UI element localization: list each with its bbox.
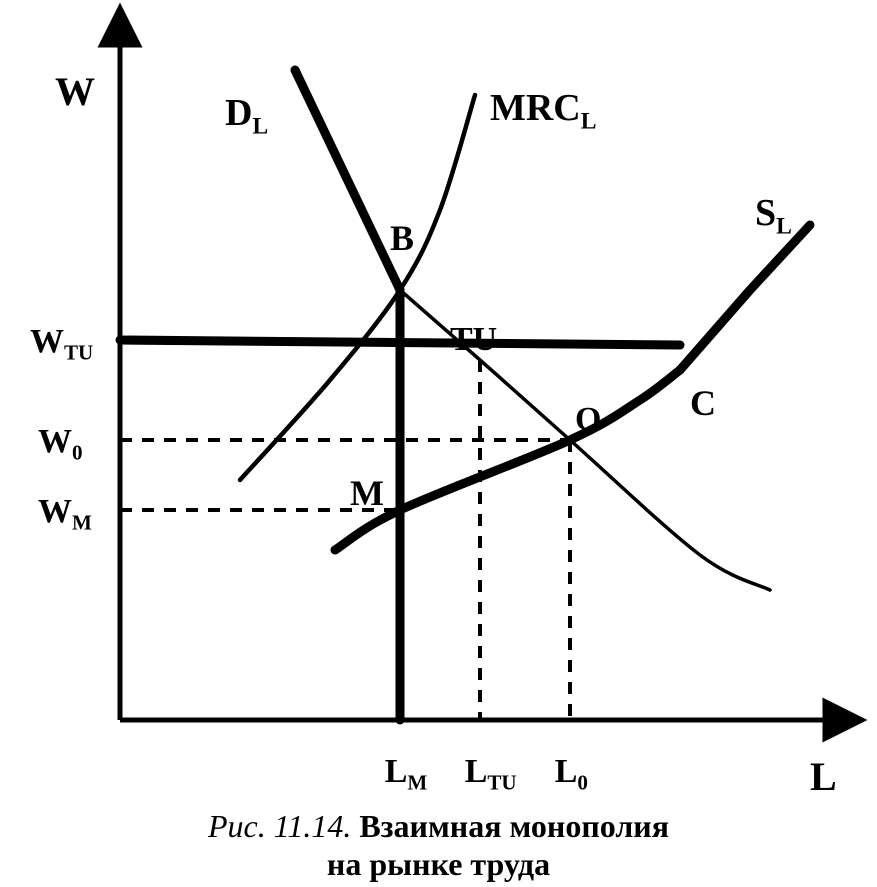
- figure-caption: Рис. 11.14. Взаимная монополия на рынке …: [0, 808, 877, 884]
- xtick-L_M: LM: [385, 753, 428, 794]
- chart-svg: W L WTU W0 WM LM LTU L0 DL MRCL SL B TU C O M: [0, 0, 877, 887]
- caption-line1: Взаимная монополия: [359, 808, 669, 844]
- point-label-TU: TU: [450, 321, 497, 358]
- ytick-W_0: W0: [38, 423, 83, 464]
- xtick-L_0: L0: [555, 753, 588, 794]
- axis-label-y: W: [55, 69, 95, 114]
- axis-label-x: L: [810, 754, 837, 799]
- point-label-M: M: [350, 473, 384, 513]
- point-label-B: B: [390, 218, 414, 258]
- xtick-L_TU: LTU: [465, 753, 517, 794]
- curve-S_L_tail: [680, 225, 810, 370]
- curve-D_L: [295, 70, 400, 290]
- point-label-C: C: [690, 383, 716, 423]
- figure-container: { "canvas": { "width": 877, "height": 88…: [0, 0, 877, 887]
- curve-label-D_L: DL: [225, 92, 268, 139]
- curve-MRC_L: [240, 95, 475, 480]
- curve-label-S_L: SL: [755, 192, 792, 239]
- ytick-W_TU: WTU: [30, 323, 93, 364]
- point-label-O: O: [575, 401, 601, 438]
- caption-line2: на рынке труда: [327, 846, 550, 882]
- curve-label-MRC_L: MRCL: [490, 87, 596, 134]
- ytick-W_M: WM: [38, 493, 92, 534]
- curve-S_L: [335, 370, 680, 550]
- caption-prefix: Рис. 11.14.: [208, 808, 351, 844]
